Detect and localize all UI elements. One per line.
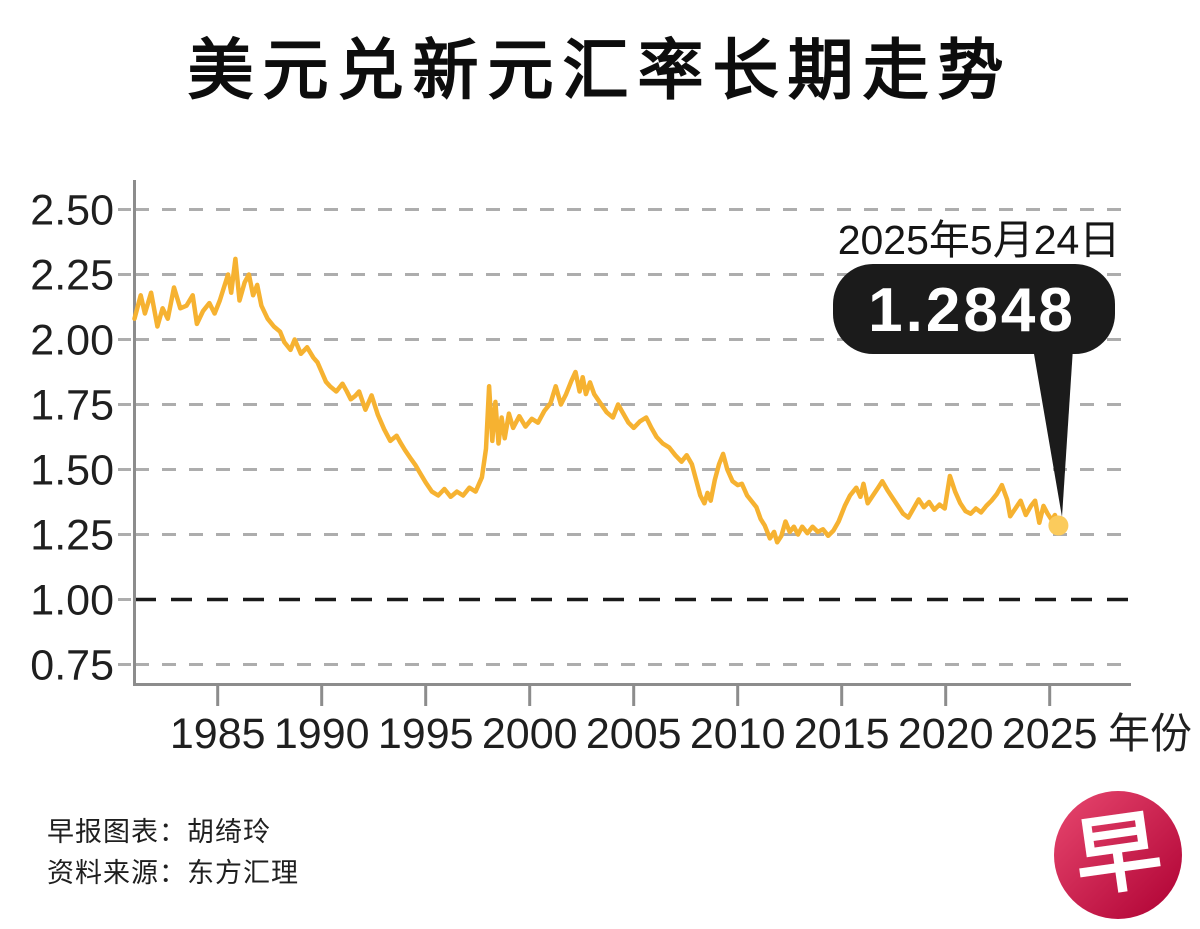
y-tick-label: 2.00: [30, 317, 114, 365]
x-tick-label: 2005: [586, 710, 682, 758]
y-tick-label: 2.25: [30, 252, 114, 300]
x-tick-label: 2025: [1002, 710, 1098, 758]
x-axis-ticks-and-labels: 1985 1990 1995 2000 2005 2010 2015 2020 2025: [170, 686, 1098, 758]
callout-bubble: [833, 264, 1115, 354]
y-tick-label: 2.50: [30, 187, 114, 235]
callout-value-label: 1.2848: [868, 276, 1076, 345]
chart-title: 美元兑新元汇率长期走势: [187, 33, 1013, 107]
axes: [133, 180, 1131, 686]
footer-credit: 早报图表：胡绮玲: [47, 817, 271, 847]
callout-tail: [1033, 348, 1073, 517]
y-tick-label: 0.75: [30, 642, 114, 690]
exchange-rate-line: [132, 256, 1061, 545]
y-tick-label: 1.75: [30, 382, 114, 430]
x-tick-label: 1995: [378, 710, 474, 758]
y-axis-labels: 2.50 2.25 2.00 1.75 1.50 1.25 1.00 0.75: [30, 187, 131, 690]
y-tick-label: 1.25: [30, 512, 114, 560]
logo-character: 早: [1068, 801, 1168, 909]
y-tick-label: 1.00: [30, 577, 114, 625]
value-callout: 2025年5月24日 1.2848: [833, 217, 1120, 517]
x-tick-label: 1985: [170, 710, 266, 758]
y-tick-label: 1.50: [30, 447, 114, 495]
x-axis-unit-label: 年份: [1108, 710, 1192, 757]
latest-point-marker: [1048, 515, 1069, 536]
x-tick-label: 2015: [794, 710, 890, 758]
zaobao-logo: 早: [1054, 791, 1182, 919]
x-tick-label: 2020: [898, 710, 994, 758]
x-tick-label: 2010: [690, 710, 786, 758]
x-tick-label: 2000: [482, 710, 578, 758]
footer-source: 资料来源：东方汇理: [47, 858, 299, 888]
gridlines: [135, 208, 1131, 666]
x-tick-label: 1990: [274, 710, 370, 758]
callout-date-label: 2025年5月24日: [838, 217, 1121, 263]
